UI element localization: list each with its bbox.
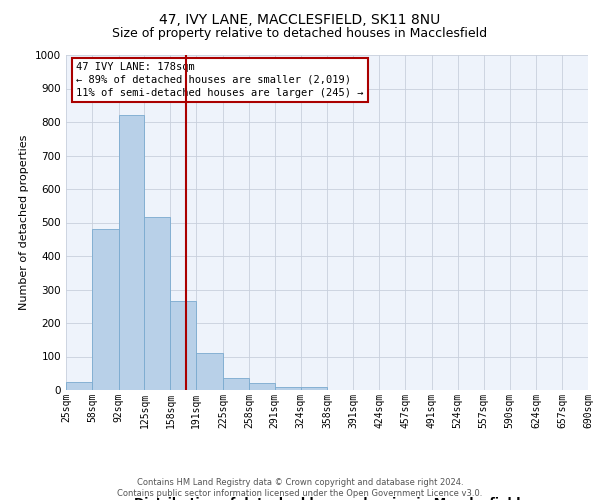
Text: Size of property relative to detached houses in Macclesfield: Size of property relative to detached ho… (112, 28, 488, 40)
Text: 47 IVY LANE: 178sqm
← 89% of detached houses are smaller (2,019)
11% of semi-det: 47 IVY LANE: 178sqm ← 89% of detached ho… (76, 62, 364, 98)
Bar (196, 353, 223, 390)
Bar (249, 384, 275, 390)
Bar (92, 229, 119, 390)
Bar (170, 301, 196, 390)
Bar (145, 218, 170, 390)
X-axis label: Distribution of detached houses by size in Macclesfield: Distribution of detached houses by size … (134, 498, 520, 500)
Bar (66, 382, 92, 390)
Y-axis label: Number of detached properties: Number of detached properties (19, 135, 29, 310)
Text: Contains HM Land Registry data © Crown copyright and database right 2024.
Contai: Contains HM Land Registry data © Crown c… (118, 478, 482, 498)
Bar (301, 388, 328, 390)
Bar (119, 116, 145, 390)
Bar (223, 378, 249, 390)
Text: 47, IVY LANE, MACCLESFIELD, SK11 8NU: 47, IVY LANE, MACCLESFIELD, SK11 8NU (160, 12, 440, 26)
Bar (275, 388, 301, 390)
